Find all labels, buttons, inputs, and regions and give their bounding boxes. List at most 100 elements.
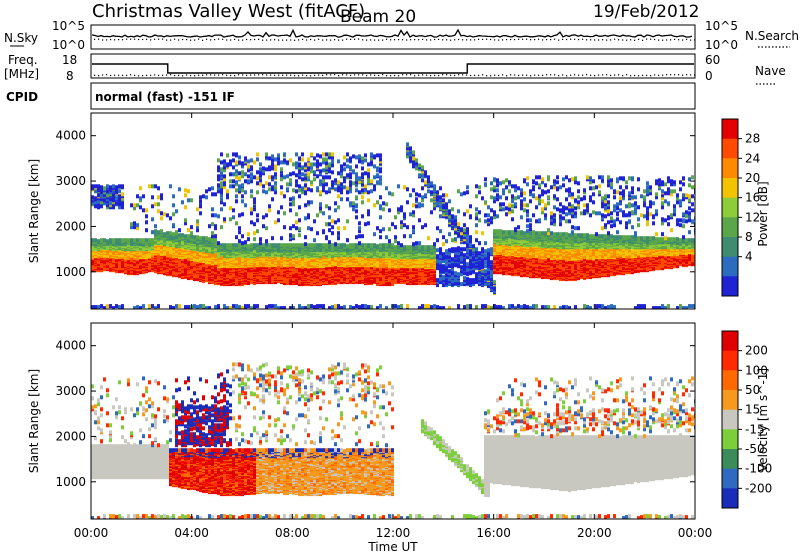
power-cell [154,202,157,207]
power-cell [193,304,196,309]
nave-dot [94,74,96,76]
nsearch-dot [370,39,372,41]
power-cell [268,175,271,180]
power-cell [370,156,373,161]
power-cell [295,183,298,188]
power-cell [106,239,109,244]
power-cell [121,238,124,243]
power-cell [259,241,262,246]
power-cell [208,306,211,309]
nave-dot [434,74,436,76]
nsearch-tick-bottom: 10^0 [705,38,738,52]
power-cell [250,158,253,163]
nsearch-dot [470,39,472,41]
power-cell [250,189,253,194]
power-cell [346,152,349,157]
power-cell [298,184,301,189]
nsearch-dot [462,39,464,41]
power-cell [184,305,187,309]
nave-dot [326,74,328,76]
power-cell [337,226,340,231]
power-cell [112,306,115,309]
power-cell [196,305,199,309]
power-cell [271,158,274,163]
nsearch-dot [594,39,596,41]
nsearch-dot [538,38,540,40]
power-cell [301,152,304,157]
power-cell [232,208,235,213]
power-cell [262,189,265,194]
power-cell [322,152,325,157]
power-cell [265,190,268,195]
power-cell [223,217,226,222]
nsearch-dot [298,39,300,41]
power-cell [355,180,358,185]
power-cell [298,233,301,238]
power-cell [172,212,175,217]
power-cell [187,189,190,194]
power-cell [331,170,334,175]
power-cell [115,196,118,201]
power-cell [289,233,292,238]
nave-dot [222,74,224,76]
power-cell [199,199,202,204]
power-cell [274,181,277,186]
power-cell [253,175,256,180]
power-cell [136,223,139,228]
nave-dot [454,74,456,77]
power-cell [97,199,100,204]
power-cell [283,152,286,157]
power-cell [370,305,373,309]
power-cell [202,304,205,309]
power-cell [358,176,361,181]
nsearch-dot [110,39,112,41]
nsearch-dot [514,39,516,41]
power-cell [220,193,223,198]
power-cell [349,175,352,180]
nave-dot [450,74,452,76]
power-cell [343,176,346,181]
nave-dot [182,75,184,77]
power-cell [130,222,133,227]
power-cell [394,225,397,230]
power-cell [274,304,277,309]
power-cell [340,197,343,202]
nave-dot [198,74,200,76]
nave-dot [570,74,572,76]
power-cell [352,181,355,186]
power-cell [346,173,349,178]
power-cell [277,218,280,223]
nsearch-dot [326,39,328,41]
power-cell [289,158,292,163]
power-cell [364,222,367,227]
nave-dot [578,74,580,76]
nave-dot [126,74,128,76]
power-cell [325,157,328,162]
power-cell [334,242,337,247]
nsearch-dot [490,38,492,41]
power-cell [229,184,232,189]
power-cell [106,304,109,309]
power-cell [244,179,247,184]
power-cell [121,304,124,309]
power-cell [385,202,388,207]
power-cell [238,213,241,218]
nave-dot [626,74,628,76]
power-cell [295,179,298,184]
power-cell [259,237,262,242]
power-cell [250,172,253,177]
power-cell [262,224,265,229]
power-cell [229,159,232,164]
power-cell [364,304,367,309]
power-cell [214,224,217,229]
nsearch-dot [258,38,260,40]
power-cell [256,170,259,175]
nave-dot [506,75,508,77]
power-cell [382,243,385,248]
power-cell [349,305,352,309]
power-cell [181,200,184,205]
nsearch-dot [622,39,624,41]
power-cell [226,243,229,248]
power-cell [322,182,325,187]
power-cell [190,234,193,239]
